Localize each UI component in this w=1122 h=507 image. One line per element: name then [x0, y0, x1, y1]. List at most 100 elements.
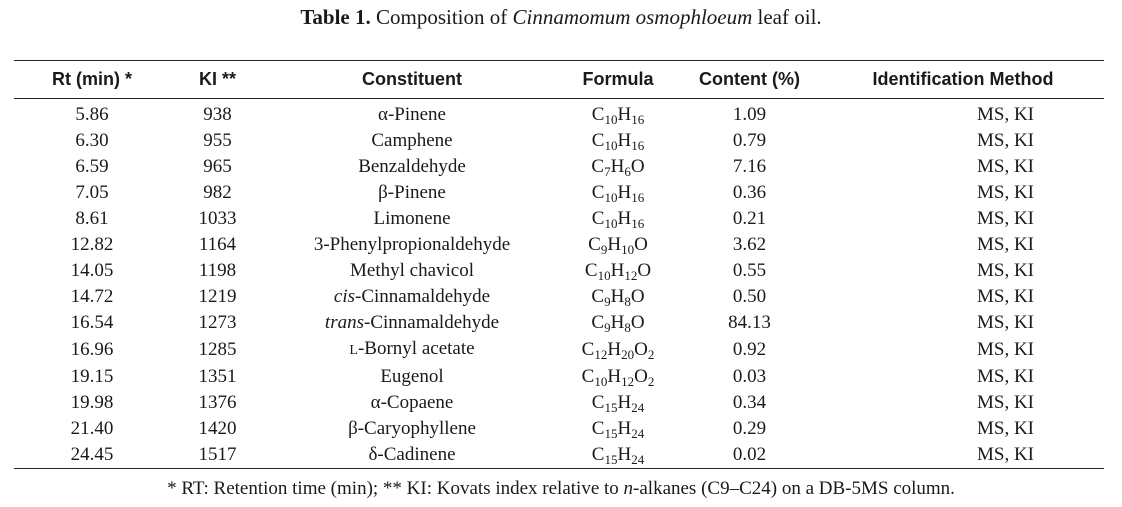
constituent-name: Benzaldehyde	[358, 156, 466, 177]
cell-ki: 1285	[198, 339, 237, 360]
cell-method: MS, KI	[976, 182, 1034, 203]
formula-subscript: 12	[594, 347, 608, 362]
formula-subscript: 9	[600, 242, 608, 257]
formula-subscript: 10	[604, 138, 618, 153]
cell-rt: 6.30	[75, 130, 109, 151]
formula-element: C	[591, 208, 605, 229]
table-row: 19.98 1376 α-Copaene C15H24 0.34 MS, KI	[14, 390, 1104, 416]
formula-element: H	[607, 366, 622, 387]
cell-formula: C15H24	[559, 390, 677, 416]
cell-rt: 14.05	[70, 260, 114, 281]
footnote-text-before: * RT: Retention time (min); ** KI: Kovat…	[167, 478, 624, 499]
cell-rt: 7.05	[75, 182, 109, 203]
cell-formula: C10H16	[559, 206, 677, 232]
formula-element: C	[591, 286, 605, 307]
formula-element: C	[584, 260, 598, 281]
formula-subscript: 20	[621, 347, 635, 362]
constituent-name: Methyl chavicol	[350, 260, 474, 281]
table-row: 12.82 1164 3-Phenylpropionaldehyde C9H10O 3.…	[14, 232, 1104, 258]
cell-method: MS, KI	[976, 444, 1034, 465]
cell-content: 84.13	[728, 312, 771, 333]
table-row: 14.72 1219 cis-Cinnamaldehyde C9H8O 0.50 MS, …	[14, 284, 1104, 310]
constituent-name: α-Copaene	[370, 392, 454, 413]
cell-method: MS, KI	[976, 130, 1034, 151]
formula-element: C	[591, 130, 605, 151]
formula-element: C	[591, 392, 605, 413]
cell-content: 0.92	[732, 339, 767, 360]
formula-element: H	[610, 312, 625, 333]
constituent-name: β-Caryophyllene	[348, 418, 476, 439]
constituent-stereo-prefix: L	[349, 343, 358, 358]
cell-rt: 12.82	[70, 234, 114, 255]
formula-element: H	[607, 339, 622, 360]
cell-ki: 965	[203, 156, 232, 177]
header-identification-method: Identification Method	[872, 69, 1054, 89]
formula-element: O	[630, 156, 645, 177]
cell-rt: 5.86	[75, 104, 109, 125]
cell-constituent: α-Pinene	[265, 99, 559, 129]
table-header-row: Rt (min) * KI ** Constituent Formula Con…	[14, 60, 1104, 99]
formula-subscript: 10	[621, 242, 635, 257]
cell-constituent: 3-Phenylpropionaldehyde	[265, 232, 559, 258]
cell-content: 1.09	[732, 104, 767, 125]
constituent-name: α-Pinene	[378, 104, 446, 125]
cell-method: MS, KI	[976, 234, 1034, 255]
table-row: 16.54 1273 trans-Cinnamaldehyde C9H8O 84.13 M…	[14, 310, 1104, 336]
cell-content: 0.29	[732, 418, 767, 439]
cell-ki: 1164	[198, 234, 237, 255]
table-row: 14.05 1198 Methyl chavicol C10H12O 0.55 MS, K…	[14, 258, 1104, 284]
formula-subscript: 12	[624, 268, 638, 283]
constituent-name: δ-Cadinene	[368, 444, 456, 465]
formula-element: H	[617, 208, 632, 229]
formula-element: C	[591, 312, 605, 333]
cell-ki: 982	[203, 182, 232, 203]
table-body: 5.86 938 α-Pinene C10H16 1.09 MS, KI 6.30 955 Ca…	[14, 99, 1104, 469]
cell-constituent: Eugenol	[265, 364, 559, 390]
formula-subscript: 2	[647, 374, 655, 389]
cell-method: MS, KI	[976, 104, 1034, 125]
cell-constituent: Limonene	[265, 206, 559, 232]
formula-subscript: 10	[604, 112, 618, 127]
cell-formula: C10H16	[559, 180, 677, 206]
formula-subscript: 10	[604, 190, 618, 205]
formula-element: C	[581, 366, 595, 387]
formula-subscript: 2	[647, 347, 655, 362]
formula-element: H	[617, 130, 632, 151]
formula-element: C	[591, 182, 605, 203]
cell-constituent: L-Bornyl acetate	[265, 336, 559, 364]
cell-method: MS, KI	[976, 392, 1034, 413]
cell-rt: 19.98	[70, 392, 114, 413]
table-footnote: * RT: Retention time (min); ** KI: Kovat…	[0, 478, 1122, 500]
cell-content: 0.21	[732, 208, 767, 229]
cell-content: 0.50	[732, 286, 767, 307]
cell-formula: C12H20O2	[559, 336, 677, 364]
cell-rt: 24.45	[70, 444, 114, 465]
formula-element: C	[588, 234, 601, 255]
cell-method: MS, KI	[976, 286, 1034, 307]
cell-content: 0.79	[732, 130, 767, 151]
constituent-name: β-Pinene	[378, 182, 446, 203]
cell-content: 3.62	[732, 234, 767, 255]
formula-subscript: 10	[604, 216, 618, 231]
cell-method: MS, KI	[976, 156, 1034, 177]
cell-formula: C10H12O	[559, 258, 677, 284]
table-row: 24.45 1517 δ-Cadinene C15H24 0.02 MS, KI	[14, 442, 1104, 469]
cell-constituent: β-Pinene	[265, 180, 559, 206]
cell-content: 0.02	[732, 444, 767, 465]
formula-element: H	[617, 444, 632, 465]
formula-element: C	[591, 104, 605, 125]
formula-element: O	[634, 339, 648, 360]
cell-formula: C9H10O	[559, 232, 677, 258]
cell-formula: C9H8O	[559, 284, 677, 310]
formula-subscript: 10	[597, 268, 611, 283]
constituent-name: -Cinnamaldehyde	[355, 286, 491, 307]
header-formula: Formula	[582, 69, 654, 89]
formula-element: C	[591, 156, 605, 177]
constituent-name: Camphene	[371, 130, 453, 151]
cell-ki: 1273	[198, 312, 237, 333]
formula-subscript: 7	[604, 164, 611, 179]
cell-content: 0.34	[732, 392, 767, 413]
formula-subscript: 6	[624, 164, 631, 179]
cell-method: MS, KI	[976, 418, 1034, 439]
cell-constituent: Camphene	[265, 128, 559, 154]
